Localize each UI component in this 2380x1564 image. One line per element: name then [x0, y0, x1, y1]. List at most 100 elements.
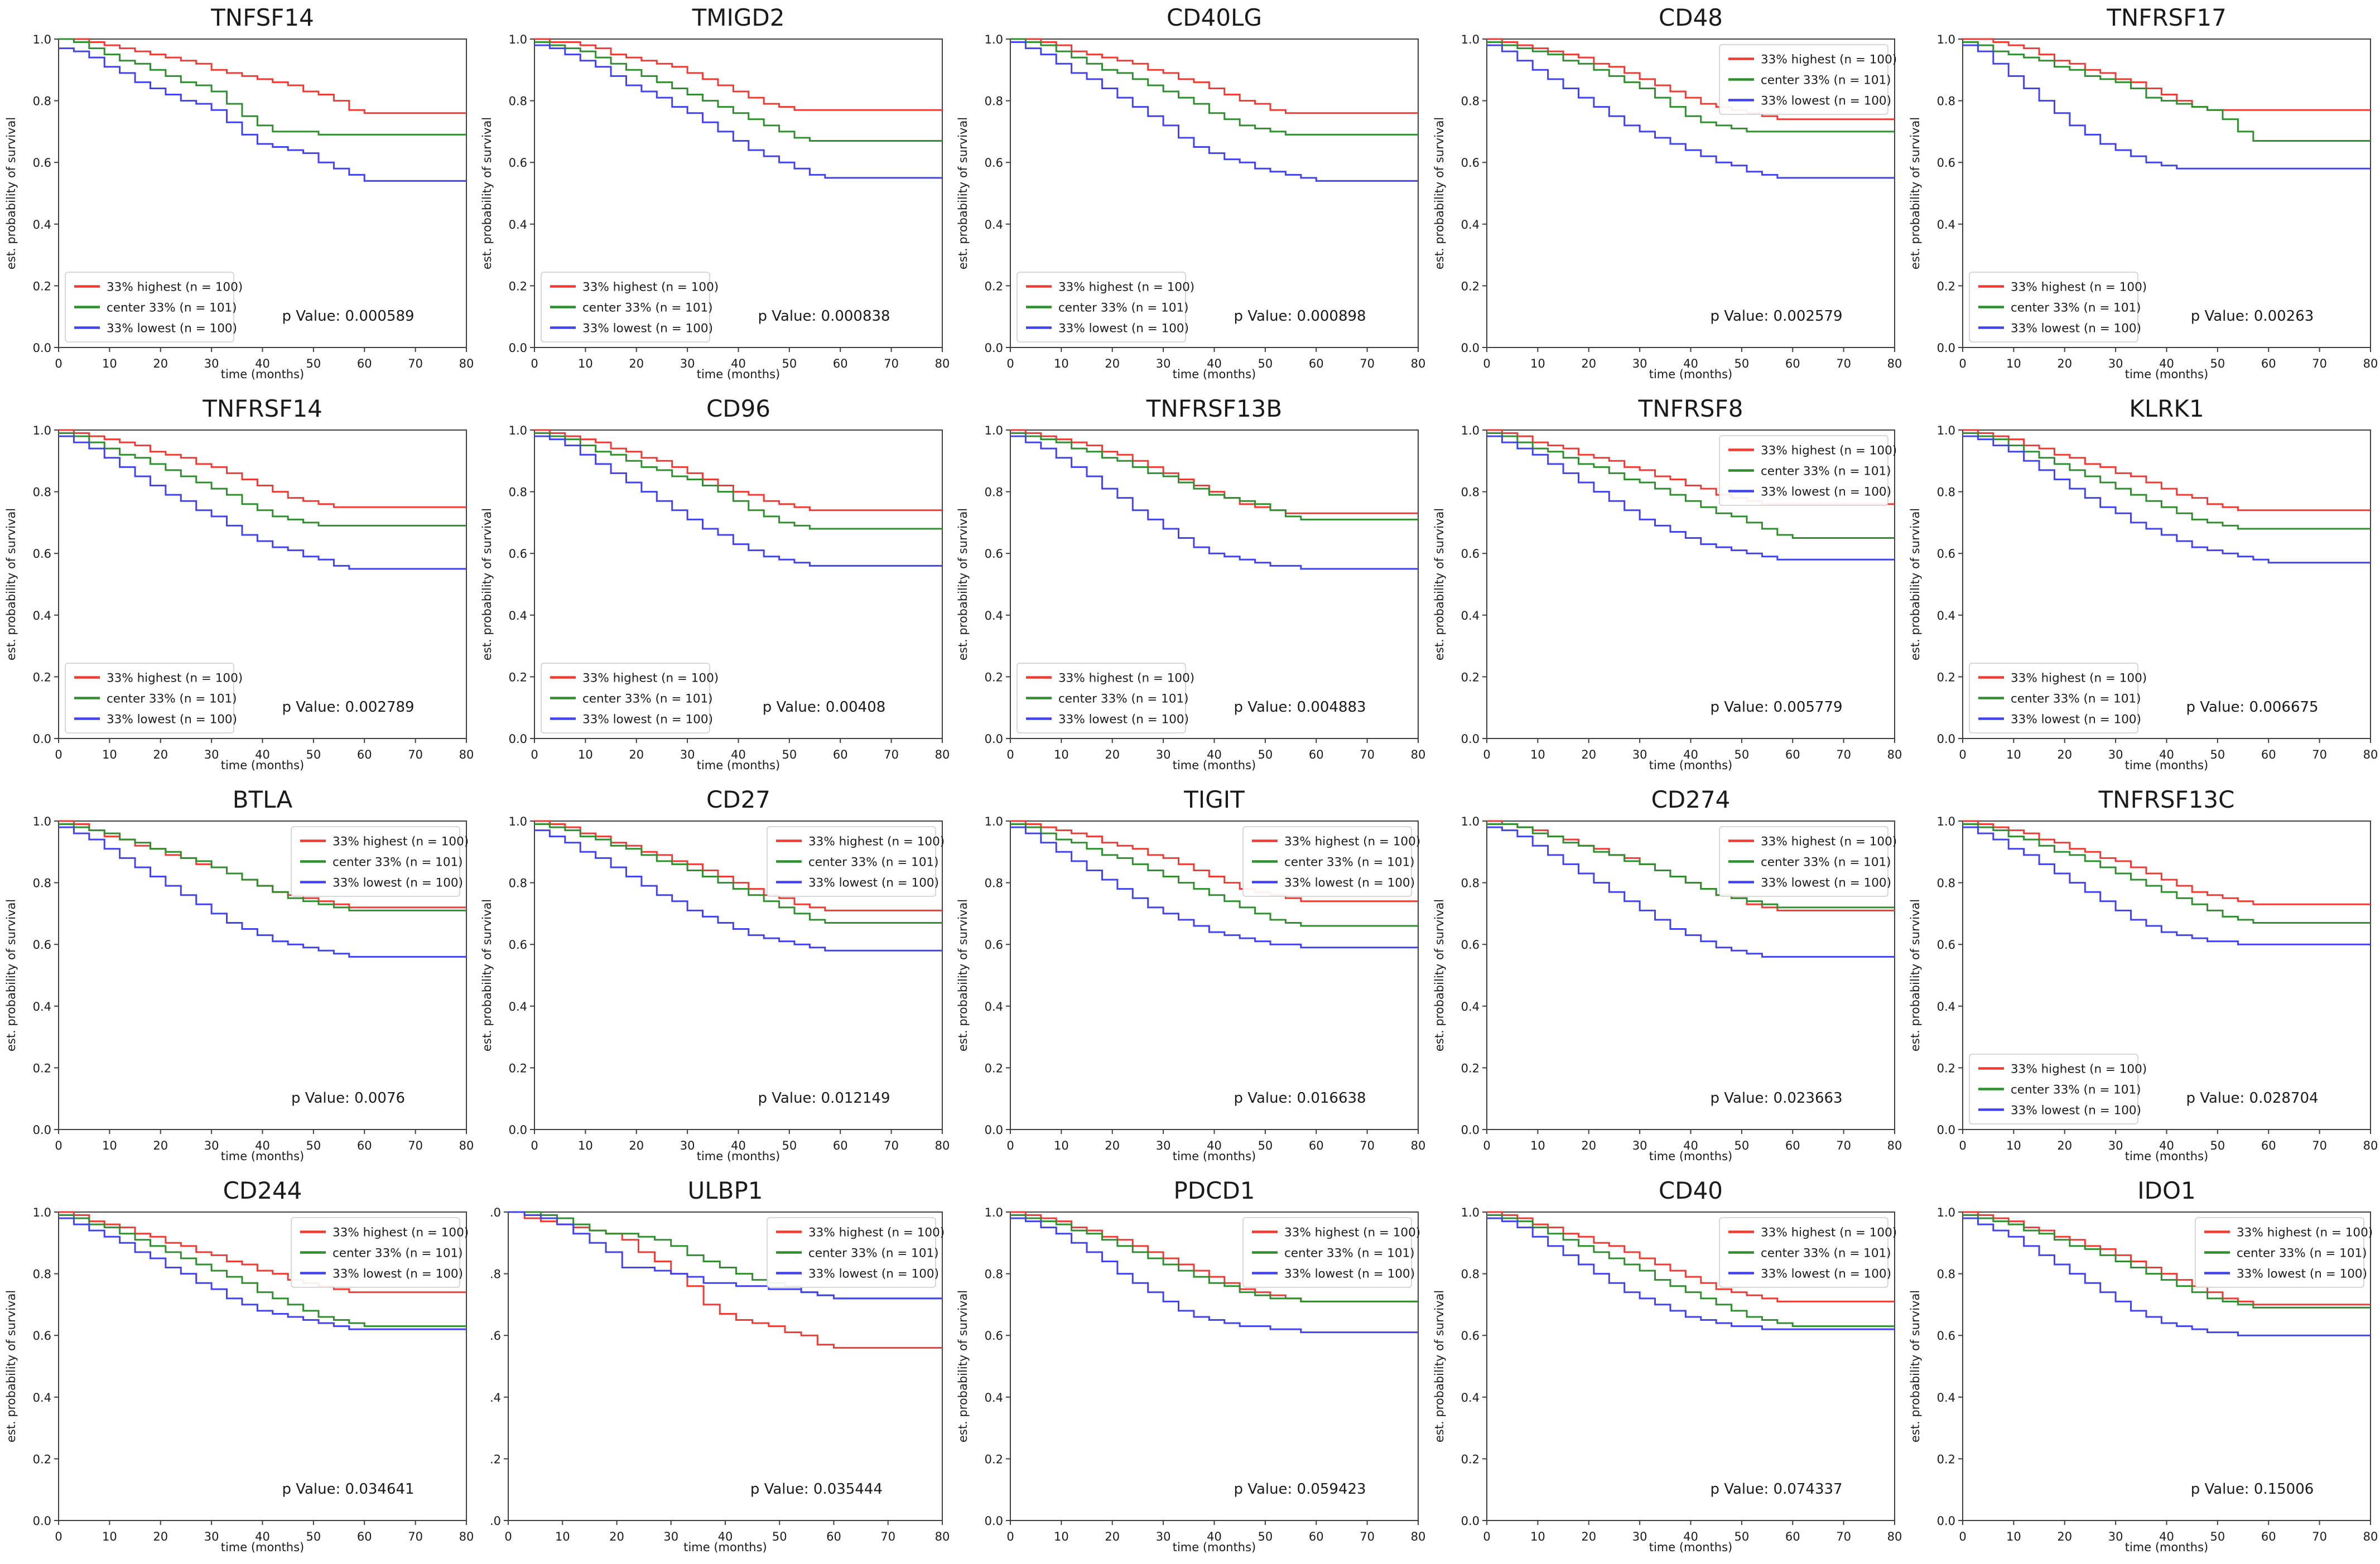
km-chart-CD244: CD244 0.0 0.2 0.4 0.6 0.8 1.0 0 10 20 30 40 50 60 70 80…: [4, 1177, 474, 1554]
x-tick-label: 50: [1734, 357, 1749, 370]
y-tick-label: 0.2: [1936, 670, 1955, 684]
x-tick-label: 50: [782, 748, 797, 761]
y-tick-label: 1.0: [985, 33, 1003, 46]
km-chart-IDO1: IDO1 0.0 0.2 0.4 0.6 0.8 1.0 0 10 20 30 40 50 60 70 80 t…: [1909, 1177, 2378, 1554]
x-tick-label: 80: [1411, 357, 1426, 370]
x-tick-label: 30: [1632, 1530, 1647, 1543]
y-tick-label: 0.2: [33, 279, 51, 293]
km-panel-TNFRSF17: TNFRSF17 0.0 0.2 0.4 0.6 0.8 1.0 0 10 20 30 40 50 60 7…: [1904, 0, 2380, 391]
x-tick-label: 40: [2159, 1139, 2174, 1152]
km-panel-TMIGD2: TMIGD2 0.0 0.2 0.4 0.6 0.8 1.0 0 10 20 30 40 50 60 70 8…: [476, 0, 952, 391]
x-tick-label: 10: [578, 748, 593, 761]
survival-curve-lowest: [58, 826, 466, 958]
x-tick-label: 60: [1785, 1139, 1800, 1152]
y-tick-label: 0.2: [1461, 1061, 1479, 1075]
x-tick-label: 0: [1483, 357, 1490, 370]
legend-item-label: 33% lowest (n = 100): [1761, 876, 1891, 890]
y-tick-label: 0.4: [1461, 1000, 1479, 1013]
x-tick-label: 20: [2057, 357, 2072, 370]
survival-curve-highest: [534, 38, 943, 111]
y-axis-label: est. probability of survival: [1433, 508, 1446, 660]
legend-item-label: center 33% (n = 101): [1058, 692, 1189, 706]
legend-item-label: center 33% (n = 101): [2011, 301, 2141, 315]
p-value-text: p Value: 0.0076: [291, 1090, 405, 1107]
x-tick-label: 20: [2057, 748, 2072, 761]
y-axis-label: est. probability of survival: [4, 1290, 18, 1442]
x-tick-label: 50: [2210, 1530, 2225, 1543]
survival-curve-highest: [58, 429, 466, 508]
survival-curve-highest: [1010, 429, 1419, 514]
survival-curve-highest: [1962, 820, 2371, 905]
x-tick-label: 10: [1530, 1139, 1545, 1152]
y-tick-label: 0.4: [509, 218, 527, 231]
x-tick-label: 20: [153, 1530, 168, 1543]
y-axis-label: est. probability of survival: [956, 899, 970, 1051]
legend-item-label: 33% highest (n = 100): [1761, 53, 1897, 67]
x-tick-label: 30: [2108, 1530, 2123, 1543]
legend-item-label: 33% lowest (n = 100): [333, 876, 463, 890]
legend-item-label: 33% lowest (n = 100): [1284, 876, 1415, 890]
p-value-text: p Value: 0.00263: [2190, 308, 2314, 325]
survival-curve-lowest: [1962, 1217, 2371, 1336]
survival-curve-highest: [1010, 38, 1419, 114]
x-tick-label: 40: [1207, 748, 1222, 761]
legend-box: [291, 1217, 460, 1288]
legend-box: [65, 663, 234, 733]
x-tick-label: 20: [1105, 748, 1120, 761]
y-tick-label: 0.8: [1461, 1268, 1479, 1281]
y-tick-label: 0.2: [509, 670, 527, 684]
survival-curve-center: [534, 823, 943, 924]
x-tick-label: 50: [782, 357, 797, 370]
x-tick-label: 10: [1054, 1530, 1069, 1543]
x-tick-label: 60: [1785, 357, 1800, 370]
y-tick-label: 0.4: [1936, 218, 1955, 231]
y-tick-label: 0.6: [1936, 1329, 1955, 1343]
y-tick-label: 0.0: [1461, 732, 1479, 746]
x-tick-label: 0: [505, 1530, 512, 1543]
legend-item-label: center 33% (n = 101): [107, 692, 237, 706]
x-axis-label: time (months): [1173, 368, 1256, 381]
x-tick-label: 20: [1581, 1530, 1596, 1543]
survival-curve-lowest: [534, 435, 943, 567]
p-value-text: p Value: 0.000898: [1234, 308, 1366, 325]
legend-item-label: center 33% (n = 101): [2011, 692, 2141, 706]
survival-curve-highest: [58, 38, 466, 114]
panel-title: IDO1: [2137, 1177, 2195, 1204]
y-tick-label: 0.0: [985, 1123, 1003, 1137]
y-axis-label: est. probability of survival: [1433, 1290, 1446, 1442]
x-tick-label: 60: [357, 357, 372, 370]
legend: 33% highest (n = 100) center 33% (n = 101…: [65, 272, 243, 342]
legend-box: [1718, 44, 1888, 115]
x-tick-label: 30: [204, 1139, 219, 1152]
panel-title: ULBP1: [688, 1177, 763, 1204]
y-tick-label: 1.0: [509, 815, 527, 828]
km-panel-CD27: CD27 0.0 0.2 0.4 0.6 0.8 1.0 0 10 20 30 40 50 60 70 80 t…: [476, 782, 952, 1173]
y-tick-label: 0.2: [33, 670, 51, 684]
y-tick-label: 0.8: [1936, 486, 1955, 499]
x-tick-label: 30: [2108, 748, 2123, 761]
x-tick-label: 50: [782, 1139, 797, 1152]
y-tick-label: 0.2: [1936, 1452, 1955, 1466]
km-chart-CD40LG: CD40LG 0.0 0.2 0.4 0.6 0.8 1.0 0 10 20 30 40 50 60 70 8…: [956, 4, 1426, 381]
panel-title: TNFRSF8: [1637, 395, 1743, 422]
x-tick-label: 70: [2312, 748, 2327, 761]
x-tick-label: 50: [1734, 1139, 1749, 1152]
y-tick-label: 0.8: [985, 95, 1003, 108]
x-tick-label: 30: [204, 357, 219, 370]
p-value-text: p Value: 0.002789: [282, 699, 414, 716]
km-panel-CD48: CD48 0.0 0.2 0.4 0.6 0.8 1.0 0 10 20 30 40 50 60 70 80 t…: [1428, 0, 1904, 391]
x-tick-label: 50: [306, 357, 321, 370]
x-tick-label: 10: [555, 1530, 570, 1543]
legend-item-label: 33% lowest (n = 100): [333, 1267, 463, 1281]
plot-frame: [1486, 429, 1895, 739]
x-tick-label: 60: [833, 1139, 848, 1152]
x-tick-label: 70: [1836, 748, 1851, 761]
x-axis-label: time (months): [221, 759, 305, 772]
x-tick-label: 80: [459, 1530, 474, 1543]
x-tick-label: 60: [2261, 1530, 2276, 1543]
y-tick-label: 0.0: [1461, 1123, 1479, 1137]
x-tick-label: 30: [1632, 1139, 1647, 1152]
y-tick-label: 0.0: [1461, 1514, 1479, 1528]
y-tick-label: 0.6: [1936, 156, 1955, 170]
y-tick-label: 0.0: [1936, 341, 1955, 355]
